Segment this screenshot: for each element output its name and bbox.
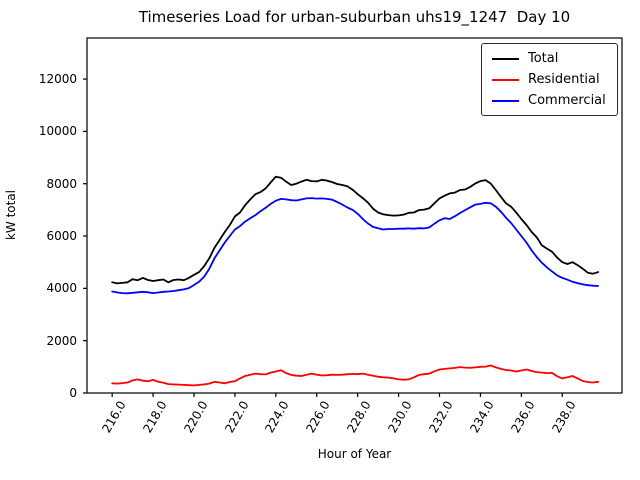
legend: Total Residential Commercial [481, 43, 618, 116]
y-tick-label: 2000 [46, 333, 77, 348]
y-tick-label: 8000 [46, 176, 77, 191]
series-line-residential [111, 364, 599, 387]
axes-box [86, 37, 623, 394]
legend-line-icon [492, 57, 519, 60]
series-line-total [111, 175, 599, 285]
y-tick-label: 10000 [38, 124, 77, 139]
chart-title: Timeseries Load for urban-suburban uhs19… [138, 8, 571, 26]
legend-line-icon [492, 99, 519, 102]
series-line-commercial [111, 197, 599, 295]
legend-label: Residential [528, 72, 600, 87]
legend-item-commercial: Commercial [492, 93, 609, 108]
legend-item-total: Total [492, 51, 609, 66]
legend-item-residential: Residential [492, 72, 609, 87]
legend-label: Commercial [528, 93, 606, 108]
legend-label: Total [528, 51, 559, 66]
y-tick-label: 6000 [46, 229, 77, 244]
y-tick-label: 0 [69, 386, 77, 400]
x-axis-label: Hour of Year [317, 447, 392, 461]
y-tick-label: 12000 [38, 72, 77, 87]
y-tick-label: 4000 [46, 281, 77, 296]
legend-line-icon [492, 78, 519, 81]
